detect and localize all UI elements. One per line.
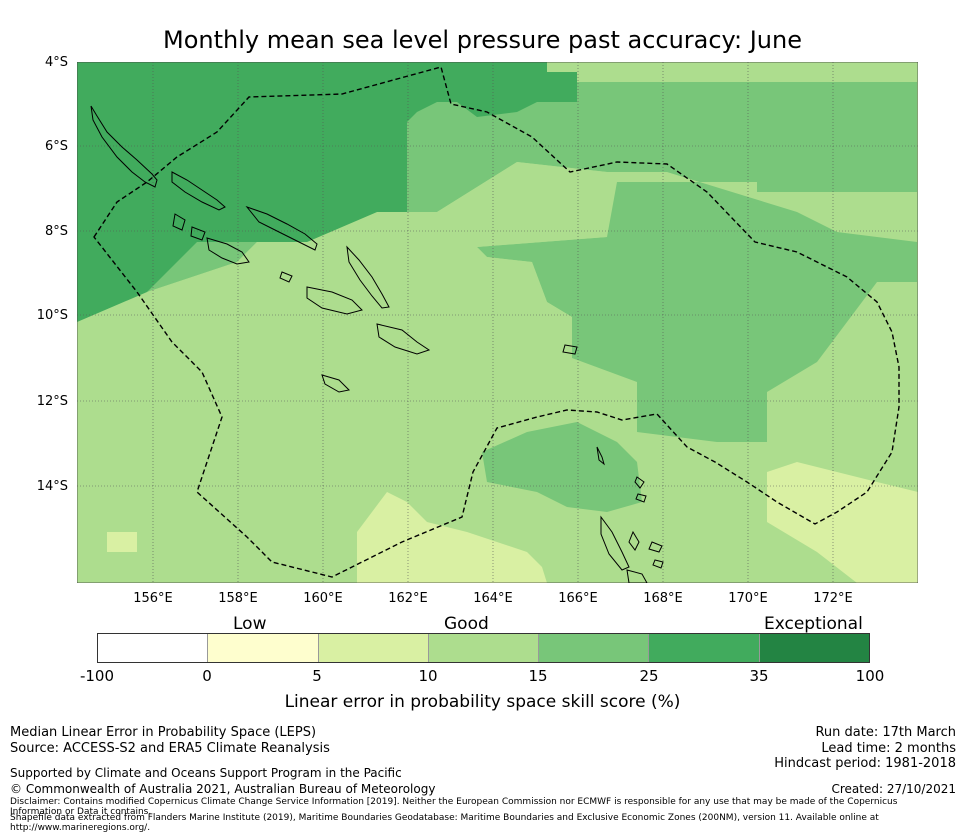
coast-malaita xyxy=(346,245,390,309)
colorbar xyxy=(97,633,870,663)
lon-label-158e: 158°E xyxy=(218,591,258,606)
coast-santa-cruz xyxy=(562,344,578,355)
coast-ambae xyxy=(648,541,663,553)
footer-supported: Supported by Climate and Oceans Support … xyxy=(10,766,402,780)
coast-bougainville xyxy=(90,105,158,188)
colorbar-tick-0: 0 xyxy=(202,667,212,685)
footer-hindcast: Hindcast period: 1981-2018 xyxy=(774,756,956,771)
zone-25-35-northwest xyxy=(77,62,437,322)
lat-label-12s: 12°S xyxy=(36,394,68,409)
colorbar-tick-neg100: -100 xyxy=(79,667,115,685)
colorbar-segment-15-25 xyxy=(539,634,650,662)
lon-label-168e: 168°E xyxy=(643,591,683,606)
footer-lead-time: Lead time: 2 months xyxy=(821,741,956,756)
colorbar-tick-100: 100 xyxy=(855,667,885,685)
footer-shapefile: Shapefile data extracted from Flanders M… xyxy=(10,813,879,833)
coast-rennell xyxy=(321,374,351,393)
coast-new-georgia-1 xyxy=(172,213,186,231)
colorbar-tick-35: 35 xyxy=(749,667,769,685)
zone-5-10-southeast xyxy=(767,462,918,583)
colorbar-tick-5: 5 xyxy=(312,667,322,685)
coast-espiritu-santo xyxy=(600,515,630,571)
lat-label-14s: 14°S xyxy=(36,479,68,494)
lon-label-172e: 172°E xyxy=(813,591,853,606)
lon-label-164e: 164°E xyxy=(473,591,513,606)
colorbar-segment-neg100-0 xyxy=(98,634,209,662)
coastlines xyxy=(90,105,664,583)
coast-malakula xyxy=(626,569,648,583)
coast-banks-islands xyxy=(634,476,645,489)
lon-label-156e: 156°E xyxy=(133,591,173,606)
colorbar-segment-35-100 xyxy=(759,634,869,662)
coast-makira xyxy=(376,323,431,355)
category-exceptional: Exceptional xyxy=(764,614,863,634)
coast-vanua-lava xyxy=(635,493,647,503)
coast-russell-islands xyxy=(279,271,293,283)
colorbar-segment-0-5 xyxy=(208,634,319,662)
footer-disclaimer: Disclaimer: Contains modified Copernicus… xyxy=(10,797,898,817)
colorbar-tick-25: 25 xyxy=(639,667,659,685)
footer-leps: Median Linear Error in Probability Space… xyxy=(10,725,317,740)
zone-15-25-center xyxy=(482,422,642,512)
coast-torres-islands xyxy=(596,446,605,466)
skill-map xyxy=(77,62,918,583)
category-low: Low xyxy=(233,614,267,634)
coast-new-georgia-3 xyxy=(206,237,250,265)
colorbar-segment-10-15 xyxy=(428,634,540,662)
coast-new-georgia-2 xyxy=(190,226,206,241)
lat-label-4s: 4°S xyxy=(44,55,68,70)
footer-created: Created: 27/10/2021 xyxy=(831,782,956,796)
coast-guadalcanal xyxy=(306,286,363,315)
map-title: Monthly mean sea level pressure past acc… xyxy=(162,26,802,54)
lat-label-10s: 10°S xyxy=(36,308,68,323)
coast-maewo xyxy=(628,530,640,551)
colorbar-segment-5-10 xyxy=(318,634,429,662)
coast-choiseul xyxy=(171,171,226,211)
footer-source: Source: ACCESS-S2 and ERA5 Climate Reana… xyxy=(10,741,330,756)
colorbar-tick-15: 15 xyxy=(528,667,548,685)
lon-label-170e: 170°E xyxy=(728,591,768,606)
footer-copyright: © Commonwealth of Australia 2021, Austra… xyxy=(10,782,436,796)
skill-shading xyxy=(77,62,918,583)
coast-pentecost xyxy=(652,559,664,569)
lon-label-162e: 162°E xyxy=(388,591,428,606)
lon-label-160e: 160°E xyxy=(303,591,343,606)
zone-25-35-north xyxy=(437,62,577,117)
eez-boundary xyxy=(93,66,900,578)
zone-5-10-southwest xyxy=(107,532,137,552)
lat-label-6s: 6°S xyxy=(44,139,68,154)
colorbar-title: Linear error in probability space skill … xyxy=(284,692,681,712)
lon-label-166e: 166°E xyxy=(558,591,598,606)
colorbar-tick-10: 10 xyxy=(418,667,438,685)
graticule xyxy=(77,62,918,583)
coast-santa-isabel xyxy=(245,205,318,251)
colorbar-segment-25-35 xyxy=(649,634,760,662)
category-good: Good xyxy=(444,614,489,634)
zone-5-10-south xyxy=(357,492,547,583)
footer-run-date: Run date: 17th March xyxy=(815,725,956,740)
lat-label-8s: 8°S xyxy=(44,224,68,239)
